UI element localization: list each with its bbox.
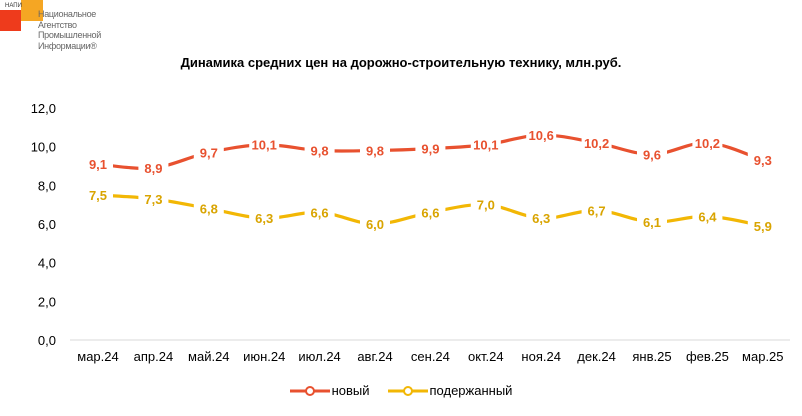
x-tick-label: апр.24 bbox=[134, 349, 174, 364]
legend-marker-new-icon bbox=[289, 385, 330, 396]
x-tick-label: авг.24 bbox=[357, 349, 392, 364]
data-label: 8,9 bbox=[144, 161, 162, 176]
data-label-bg bbox=[360, 142, 390, 159]
data-label-bg bbox=[470, 136, 501, 153]
legend-label: новый bbox=[331, 383, 370, 398]
data-label-bg bbox=[526, 127, 557, 144]
x-tick-label: мар.25 bbox=[742, 349, 783, 364]
data-label: 9,3 bbox=[754, 153, 772, 168]
data-label: 9,7 bbox=[200, 145, 218, 160]
x-tick-label: дек.24 bbox=[577, 349, 616, 364]
logo: НАПИ Национальное Агентство Промышленной… bbox=[0, 0, 110, 55]
data-label-bg bbox=[249, 136, 280, 153]
x-tick-label: сен.24 bbox=[411, 349, 450, 364]
y-tick-label: 12,0 bbox=[31, 101, 56, 116]
data-label-bg bbox=[637, 214, 667, 231]
y-tick-label: 4,0 bbox=[38, 256, 56, 271]
logo-abbrev: НАПИ bbox=[5, 3, 22, 9]
data-label-bg bbox=[138, 159, 169, 176]
logo-line: Агентство bbox=[38, 19, 77, 30]
x-tick-label: май.24 bbox=[188, 349, 230, 364]
data-label: 6,3 bbox=[532, 211, 550, 226]
y-tick-label: 0,0 bbox=[38, 333, 56, 348]
legend-label: подержанный bbox=[429, 383, 513, 398]
data-label: 9,1 bbox=[89, 157, 107, 172]
data-label-bg bbox=[304, 142, 335, 159]
data-label: 6,3 bbox=[255, 211, 273, 226]
data-label-bg bbox=[360, 216, 390, 232]
data-label-bg bbox=[637, 146, 667, 163]
data-label: 7,0 bbox=[477, 198, 495, 213]
legend-item-used[interactable]: подержанный bbox=[387, 383, 513, 398]
data-label-bg bbox=[415, 204, 446, 221]
data-label-bg bbox=[692, 134, 723, 151]
logo-line: Национальное bbox=[38, 9, 96, 19]
data-label-bg bbox=[747, 152, 778, 169]
y-tick-label: 10,0 bbox=[31, 140, 56, 155]
data-label-bg bbox=[581, 202, 612, 219]
y-tick-label: 6,0 bbox=[38, 217, 56, 232]
data-label: 10,1 bbox=[473, 138, 498, 153]
x-tick-label: мар.24 bbox=[77, 349, 118, 364]
x-tick-label: июн.24 bbox=[243, 349, 285, 364]
data-label: 6,8 bbox=[200, 202, 218, 217]
data-label-bg bbox=[747, 217, 778, 234]
data-label: 7,3 bbox=[144, 192, 162, 207]
data-label-bg bbox=[83, 156, 113, 173]
data-label: 7,5 bbox=[89, 188, 107, 203]
data-label-bg bbox=[193, 200, 224, 217]
data-label: 9,6 bbox=[643, 147, 661, 162]
data-label: 10,1 bbox=[252, 138, 277, 153]
data-label: 10,2 bbox=[584, 136, 609, 151]
x-tick-label: янв.25 bbox=[632, 349, 671, 364]
data-label: 6,6 bbox=[311, 205, 329, 220]
data-label: 6,0 bbox=[366, 217, 384, 232]
data-label: 10,2 bbox=[695, 136, 720, 151]
x-tick-label: ноя.24 bbox=[521, 349, 561, 364]
x-tick-label: фев.25 bbox=[686, 349, 729, 364]
data-label: 6,6 bbox=[421, 205, 439, 220]
data-label: 5,9 bbox=[754, 219, 772, 234]
legend: новый подержанный bbox=[0, 383, 802, 398]
data-label: 9,9 bbox=[421, 142, 439, 157]
data-label-bg bbox=[249, 210, 280, 227]
legend-item-new[interactable]: новый bbox=[289, 383, 370, 398]
data-label-bg bbox=[526, 210, 557, 227]
chart-title: Динамика средних цен на дорожно-строител… bbox=[180, 55, 622, 70]
y-tick-label: 8,0 bbox=[38, 178, 56, 193]
data-label-bg bbox=[304, 204, 335, 221]
data-label-bg bbox=[138, 190, 169, 207]
data-label: 6,7 bbox=[588, 203, 606, 218]
data-label-bg bbox=[193, 144, 224, 161]
logo-line: Информации® bbox=[38, 40, 97, 51]
data-label-bg bbox=[470, 196, 501, 213]
logo-text: Национальное Агентство Промышленной Инфо… bbox=[38, 9, 101, 51]
data-label: 9,8 bbox=[366, 144, 384, 159]
data-label-bg bbox=[415, 140, 446, 157]
x-tick-label: июл.24 bbox=[298, 349, 340, 364]
data-label: 9,8 bbox=[311, 144, 329, 159]
logo-line: Промышленной bbox=[38, 30, 101, 40]
logo-orange-square bbox=[21, 0, 43, 21]
data-label-bg bbox=[692, 208, 723, 225]
y-tick-label: 2,0 bbox=[38, 294, 56, 309]
x-tick-label: окт.24 bbox=[468, 349, 504, 364]
data-label: 6,1 bbox=[643, 215, 661, 230]
data-label: 6,4 bbox=[698, 209, 717, 224]
data-label-bg bbox=[581, 134, 612, 151]
data-label: 10,6 bbox=[529, 128, 554, 143]
logo-red-square bbox=[0, 10, 21, 31]
data-label-bg bbox=[83, 187, 113, 203]
legend-marker-used-icon bbox=[387, 385, 428, 396]
